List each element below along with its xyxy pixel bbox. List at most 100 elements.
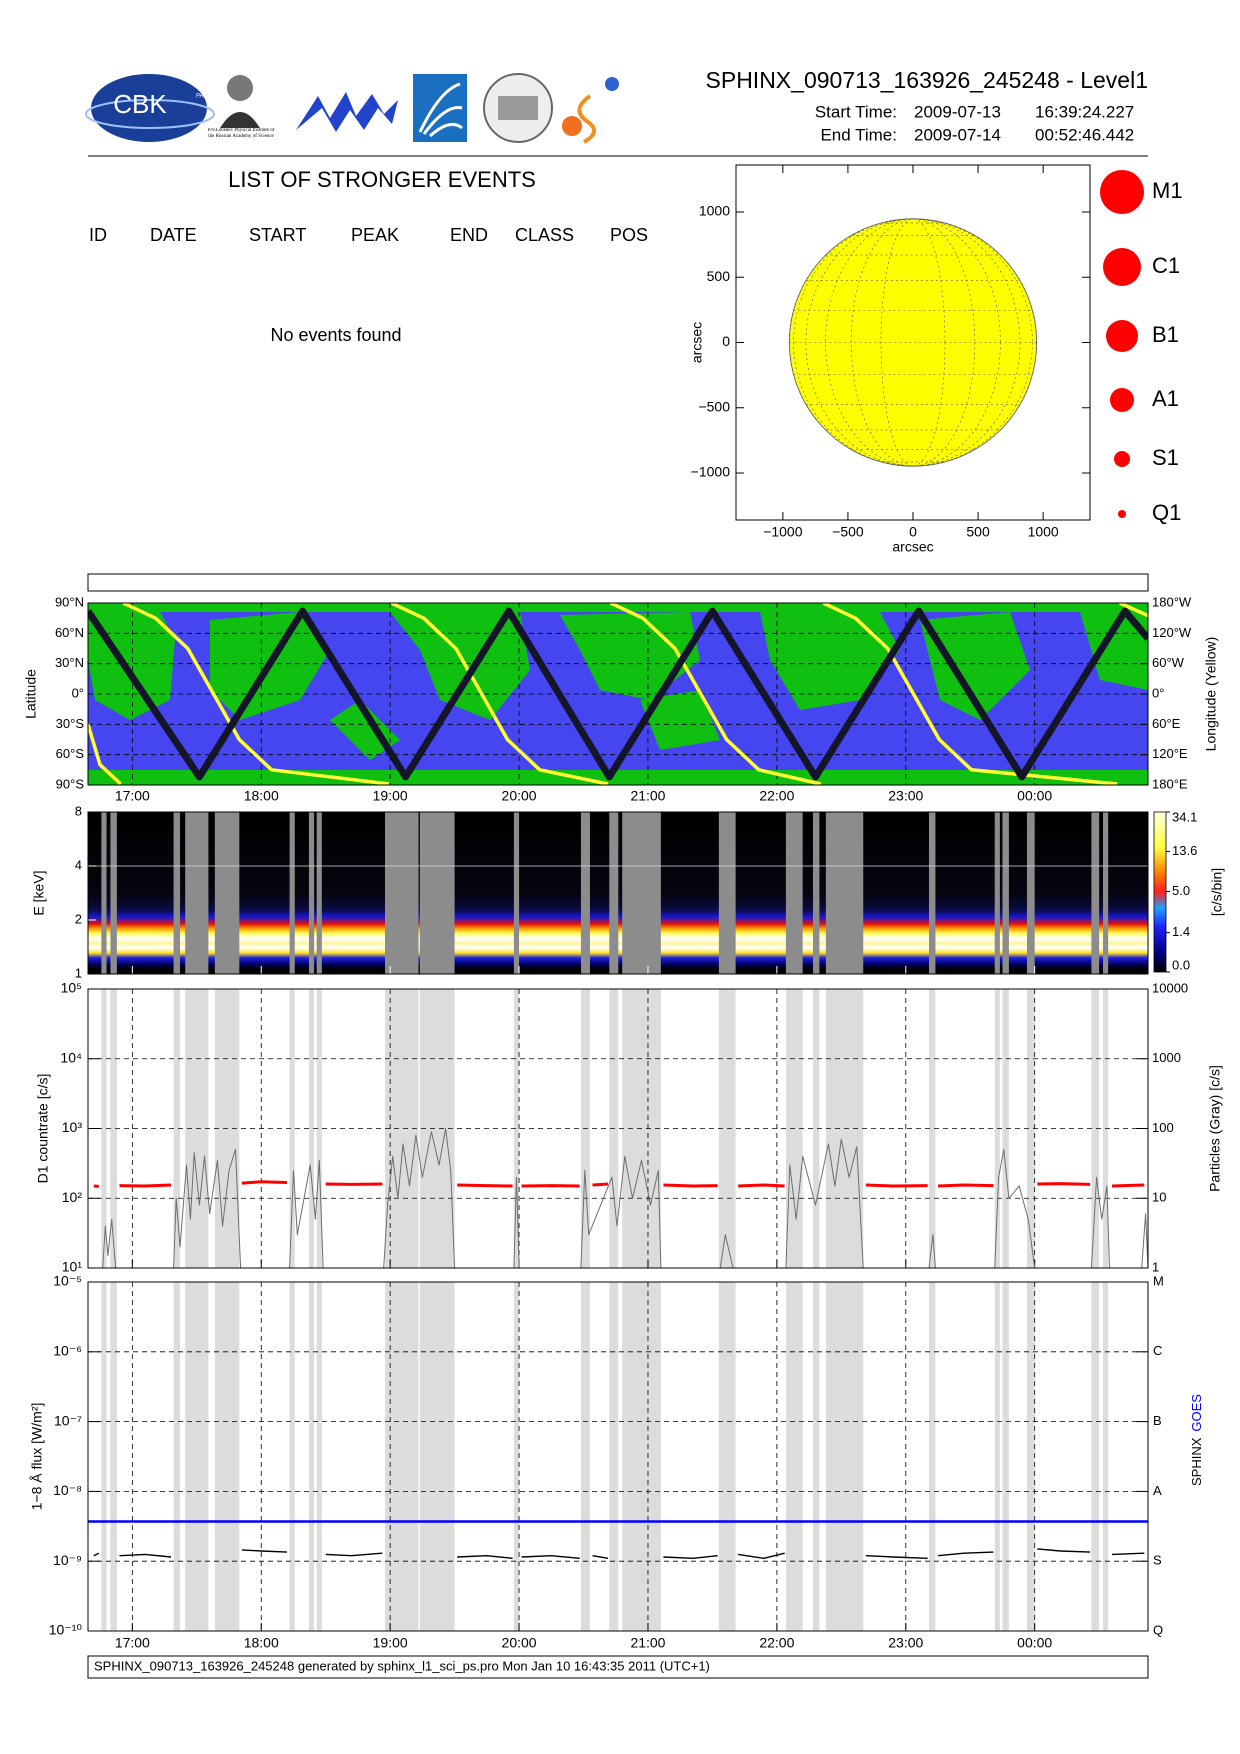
flux-gap xyxy=(101,1282,107,1631)
y2-tick-label: 100 xyxy=(1152,1120,1174,1135)
y-tick-label: 0 xyxy=(722,333,730,349)
column-header: PEAK xyxy=(351,225,399,245)
report-title: SPHINX_090713_163926_245248 - Level1 xyxy=(706,67,1148,93)
cbk-ring xyxy=(85,99,215,129)
particle-zone xyxy=(920,612,1030,720)
time-tick-label: 00:00 xyxy=(1017,788,1052,804)
y-tick-label: −500 xyxy=(698,398,730,414)
flux-gap xyxy=(825,1282,864,1631)
orange-swoosh xyxy=(577,94,596,144)
time-tick-label: 17:00 xyxy=(115,788,150,804)
time-tick-label: 23:00 xyxy=(888,788,923,804)
mifi-logo xyxy=(296,92,398,132)
legend-label: S1 xyxy=(1152,445,1179,470)
start-date: 2009-07-13 xyxy=(914,102,1001,121)
y-tick-label: 10³ xyxy=(62,1119,83,1135)
legend-entry: GOES xyxy=(1189,1394,1204,1432)
lon-tick-label: 180°E xyxy=(1152,776,1188,791)
time-tick-label: 20:00 xyxy=(502,1635,537,1651)
x-tick-label: 0 xyxy=(909,524,917,540)
colorbar-tick-label: 1.4 xyxy=(1172,924,1190,939)
flux-gap xyxy=(385,1282,419,1631)
legend-label: A1 xyxy=(1152,386,1179,411)
flux-gap xyxy=(609,1282,619,1631)
colorbar-tick-label: 34.1 xyxy=(1172,809,1197,824)
countrate-gap xyxy=(110,989,117,1268)
time-tick-label: 18:00 xyxy=(244,1635,279,1651)
countrate-gap xyxy=(289,989,295,1268)
y2-tick-label: 10 xyxy=(1152,1190,1166,1205)
x-tick-label: −1000 xyxy=(763,524,803,540)
time-tick-label: 19:00 xyxy=(373,788,408,804)
energy-tick-label: 1 xyxy=(75,965,82,980)
colorbar-tick-label: 13.6 xyxy=(1172,843,1197,858)
colorbar-tick-label: 5.0 xyxy=(1172,883,1190,898)
footer-text: SPHINX_090713_163926_245248 generated by… xyxy=(94,1658,710,1673)
y2-tick-label: 1000 xyxy=(1152,1050,1181,1065)
orbit-track xyxy=(88,607,1148,781)
class-tick-label: B xyxy=(1153,1413,1162,1428)
column-header: END xyxy=(450,225,488,245)
class-tick-label: A xyxy=(1153,1483,1162,1498)
countrate-gap xyxy=(513,989,520,1268)
particle-rate xyxy=(102,1128,1149,1269)
lat-tick-label: 60°N xyxy=(55,625,84,640)
spectrum-gap xyxy=(812,812,820,974)
lat-tick-label: 90°S xyxy=(56,776,85,791)
countrate-y2-label: Particles (Gray) [c/s] xyxy=(1207,1065,1223,1192)
legend-marker xyxy=(1100,170,1144,214)
y-tick-label: 10¹ xyxy=(62,1259,83,1275)
lon-tick-label: 60°E xyxy=(1152,716,1181,731)
spectrum-gap xyxy=(385,812,419,974)
events-title: LIST OF STRONGER EVENTS xyxy=(228,167,536,192)
spectrum-gap xyxy=(513,812,520,974)
class-tick-label: S xyxy=(1153,1553,1162,1568)
spectrum-gap xyxy=(308,812,315,974)
lon-tick-label: 60°W xyxy=(1152,655,1185,670)
flux-line xyxy=(93,1548,1145,1559)
spectrum-frame xyxy=(87,811,1149,975)
time-tick-label: 23:00 xyxy=(888,1635,923,1651)
lat-tick-label: 60°S xyxy=(56,746,85,761)
time-tick-label: 20:00 xyxy=(502,788,537,804)
y-axis-label: arcsec xyxy=(689,322,705,363)
y-tick-label: 10⁻⁵ xyxy=(53,1273,82,1289)
flux-gap xyxy=(110,1282,117,1631)
time-tick-label: 18:00 xyxy=(244,788,279,804)
countrate-gap xyxy=(308,989,315,1268)
spectrum-gap xyxy=(1091,812,1100,974)
colorbar-label: [c/s/bin] xyxy=(1209,868,1225,916)
spectrum-gap xyxy=(173,812,181,974)
y-tick-label: 500 xyxy=(707,268,731,284)
y-tick-label: 10⁻¹⁰ xyxy=(49,1622,83,1638)
orbit-plot xyxy=(88,603,1148,785)
spectrum-gap xyxy=(928,812,936,974)
orbit-frame xyxy=(87,602,1149,786)
legend-marker xyxy=(1106,320,1138,352)
time-tick-label: 21:00 xyxy=(630,1635,665,1651)
longitude-line xyxy=(880,218,946,467)
legend-label: M1 xyxy=(1152,178,1183,203)
building-shape xyxy=(498,96,538,120)
spectrum-gap xyxy=(718,812,736,974)
spectrum-gap xyxy=(289,812,295,974)
y-tick-label: −1000 xyxy=(691,464,731,480)
y-tick-label: 10⁴ xyxy=(60,1049,82,1065)
y-tick-label: 10⁻⁸ xyxy=(53,1482,82,1498)
flux-gap xyxy=(1091,1282,1100,1631)
flux-gap xyxy=(1026,1282,1035,1631)
blue-logo-lines xyxy=(418,82,463,138)
flux-frame xyxy=(87,1281,1149,1632)
spectrum-gap xyxy=(785,812,803,974)
flux-gap xyxy=(622,1282,661,1631)
start-time: 16:39:24.227 xyxy=(1035,102,1134,121)
footer-box xyxy=(87,1655,1149,1679)
legend-entry: SPHINX xyxy=(1189,1437,1204,1486)
countrate-y-label: D1 countrate [c/s] xyxy=(35,1074,51,1184)
time-tick-label: 21:00 xyxy=(630,788,665,804)
particle-zone xyxy=(760,612,900,710)
spectrum-gap xyxy=(580,812,590,974)
countrate-gap xyxy=(928,989,936,1268)
legend-marker xyxy=(1103,248,1141,286)
